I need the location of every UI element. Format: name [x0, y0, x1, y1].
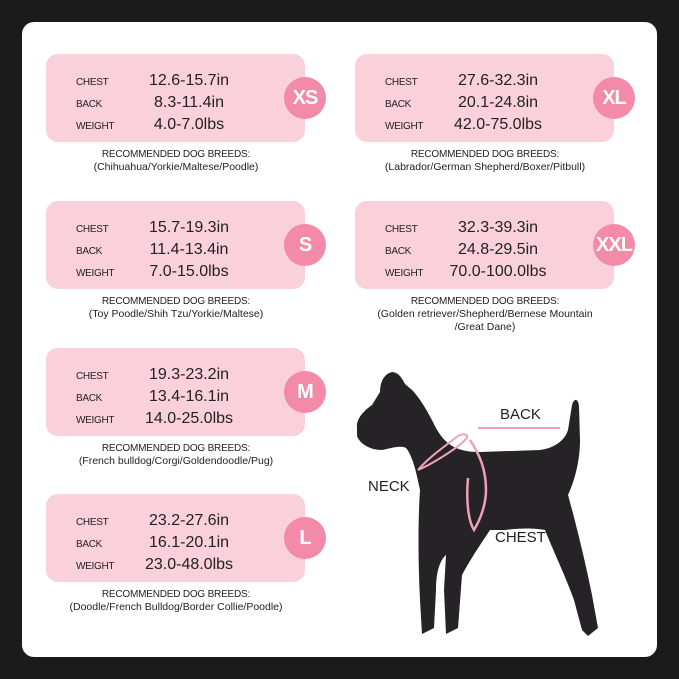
- back-value: 8.3-11.4in: [154, 94, 224, 111]
- back-row: BACK 13.4-16.1in: [76, 384, 276, 406]
- chest-row: CHEST 15.7-19.3in: [76, 215, 276, 237]
- back-row: BACK 8.3-11.4in: [76, 90, 276, 112]
- back-value: 16.1-20.1in: [148, 534, 230, 551]
- chest-label: CHEST: [385, 77, 418, 88]
- size-badge: M: [284, 371, 326, 413]
- recommended-heading: RECOMMENDED DOG BREEDS:: [410, 149, 560, 160]
- chest-value: 27.6-32.3in: [457, 72, 539, 89]
- size-badge: XXL: [593, 224, 635, 266]
- size-card-m: CHEST 19.3-23.2in BACK 13.4-16.1in WEIGHT 14.…: [46, 348, 326, 436]
- chest-label: CHEST: [495, 529, 546, 546]
- chest-label: CHEST: [385, 224, 418, 235]
- back-value: 13.4-16.1in: [148, 388, 230, 405]
- breed-list: (Doodle/French Bulldog/Border Collie/Poo…: [69, 601, 283, 613]
- chest-row: CHEST 27.6-32.3in: [385, 68, 585, 90]
- size-badge: XS: [284, 77, 326, 119]
- recommended-breeds: RECOMMENDED DOG BREEDS: (Chihuahua/Yorkie…: [26, 148, 326, 174]
- recommended-heading: RECOMMENDED DOG BREEDS:: [101, 296, 251, 307]
- breed-list: (French bulldog/Corgi/Goldendoodle/Pug): [78, 455, 274, 467]
- weight-value: 70.0-100.0lbs: [449, 263, 547, 280]
- back-value: 24.8-29.5in: [457, 241, 539, 258]
- weight-label: WEIGHT: [76, 121, 115, 132]
- recommended-breeds: RECOMMENDED DOG BREEDS: (Doodle/French Bu…: [26, 588, 326, 614]
- size-card-xs: CHEST 12.6-15.7in BACK 8.3-11.4in WEIGHT 4.0-…: [46, 54, 326, 142]
- back-row: BACK 20.1-24.8in: [385, 90, 585, 112]
- recommended-breeds: RECOMMENDED DOG BREEDS: (Labrador/German …: [335, 148, 635, 174]
- chest-row: CHEST 19.3-23.2in: [76, 362, 276, 384]
- neck-label: NECK: [368, 478, 410, 495]
- size-card-l: CHEST 23.2-27.6in BACK 16.1-20.1in WEIGHT 23.…: [46, 494, 326, 582]
- size-badge: XL: [593, 77, 635, 119]
- chest-value: 12.6-15.7in: [148, 72, 230, 89]
- weight-row: WEIGHT 70.0-100.0lbs: [385, 259, 585, 281]
- weight-value: 7.0-15.0lbs: [149, 263, 229, 280]
- weight-label: WEIGHT: [385, 121, 424, 132]
- back-row: BACK 11.4-13.4in: [76, 237, 276, 259]
- dog-body: [356, 372, 598, 636]
- back-label: BACK: [500, 406, 541, 423]
- chest-row: CHEST 12.6-15.7in: [76, 68, 276, 90]
- recommended-breeds: RECOMMENDED DOG BREEDS: (French bulldog/C…: [26, 442, 326, 468]
- weight-value: 23.0-48.0lbs: [144, 556, 234, 573]
- back-label: BACK: [385, 99, 412, 110]
- breed-list: (Chihuahua/Yorkie/Maltese/Poodle): [93, 161, 259, 173]
- weight-row: WEIGHT 23.0-48.0lbs: [76, 552, 276, 574]
- chest-value: 15.7-19.3in: [148, 219, 230, 236]
- back-label: BACK: [76, 246, 103, 257]
- recommended-heading: RECOMMENDED DOG BREEDS:: [101, 149, 251, 160]
- weight-label: WEIGHT: [76, 268, 115, 279]
- recommended-heading: RECOMMENDED DOG BREEDS:: [101, 589, 251, 600]
- back-row: BACK 24.8-29.5in: [385, 237, 585, 259]
- chest-label: CHEST: [76, 224, 109, 235]
- back-label: BACK: [76, 539, 103, 550]
- weight-value: 42.0-75.0lbs: [453, 116, 543, 133]
- weight-label: WEIGHT: [385, 268, 424, 279]
- weight-value: 14.0-25.0lbs: [144, 410, 234, 427]
- back-value: 11.4-13.4in: [149, 241, 229, 258]
- back-label: BACK: [76, 99, 103, 110]
- weight-label: WEIGHT: [76, 561, 115, 572]
- chest-value: 19.3-23.2in: [148, 366, 230, 383]
- weight-label: WEIGHT: [76, 415, 115, 426]
- size-card-xl: CHEST 27.6-32.3in BACK 20.1-24.8in WEIGHT 42.…: [355, 54, 635, 142]
- recommended-heading: RECOMMENDED DOG BREEDS:: [101, 443, 251, 454]
- recommended-breeds: RECOMMENDED DOG BREEDS: (Toy Poodle/Shih …: [26, 295, 326, 321]
- back-row: BACK 16.1-20.1in: [76, 530, 276, 552]
- weight-row: WEIGHT 42.0-75.0lbs: [385, 112, 585, 134]
- weight-row: WEIGHT 7.0-15.0lbs: [76, 259, 276, 281]
- chest-label: CHEST: [76, 77, 109, 88]
- back-label: BACK: [76, 393, 103, 404]
- size-card-xxl: CHEST 32.3-39.3in BACK 24.8-29.5in WEIGHT 70.…: [355, 201, 635, 289]
- breed-list: (Toy Poodle/Shih Tzu/Yorkie/Maltese): [88, 308, 264, 320]
- chest-row: CHEST 32.3-39.3in: [385, 215, 585, 237]
- size-badge: S: [284, 224, 326, 266]
- chest-label: CHEST: [76, 517, 109, 528]
- chest-value: 23.2-27.6in: [148, 512, 230, 529]
- recommended-breeds: RECOMMENDED DOG BREEDS: (Golden retriever…: [335, 295, 635, 334]
- recommended-heading: RECOMMENDED DOG BREEDS:: [410, 296, 560, 307]
- chest-measure-line: [466, 439, 488, 533]
- neck-measure-line: [417, 433, 469, 471]
- breed-list: (Golden retriever/Shepherd/Bernese Mount…: [377, 308, 593, 320]
- size-card-s: CHEST 15.7-19.3in BACK 11.4-13.4in WEIGHT 7.0…: [46, 201, 326, 289]
- weight-row: WEIGHT 14.0-25.0lbs: [76, 406, 276, 428]
- weight-value: 4.0-7.0lbs: [153, 116, 225, 133]
- breed-list: /Great Dane): [454, 321, 516, 333]
- chest-value: 32.3-39.3in: [457, 219, 539, 236]
- size-badge: L: [284, 517, 326, 559]
- breed-list: (Labrador/German Shepherd/Boxer/Pitbull): [384, 161, 586, 173]
- back-label: BACK: [385, 246, 412, 257]
- back-value: 20.1-24.8in: [457, 94, 539, 111]
- chest-label: CHEST: [76, 371, 109, 382]
- chest-row: CHEST 23.2-27.6in: [76, 508, 276, 530]
- weight-row: WEIGHT 4.0-7.0lbs: [76, 112, 276, 134]
